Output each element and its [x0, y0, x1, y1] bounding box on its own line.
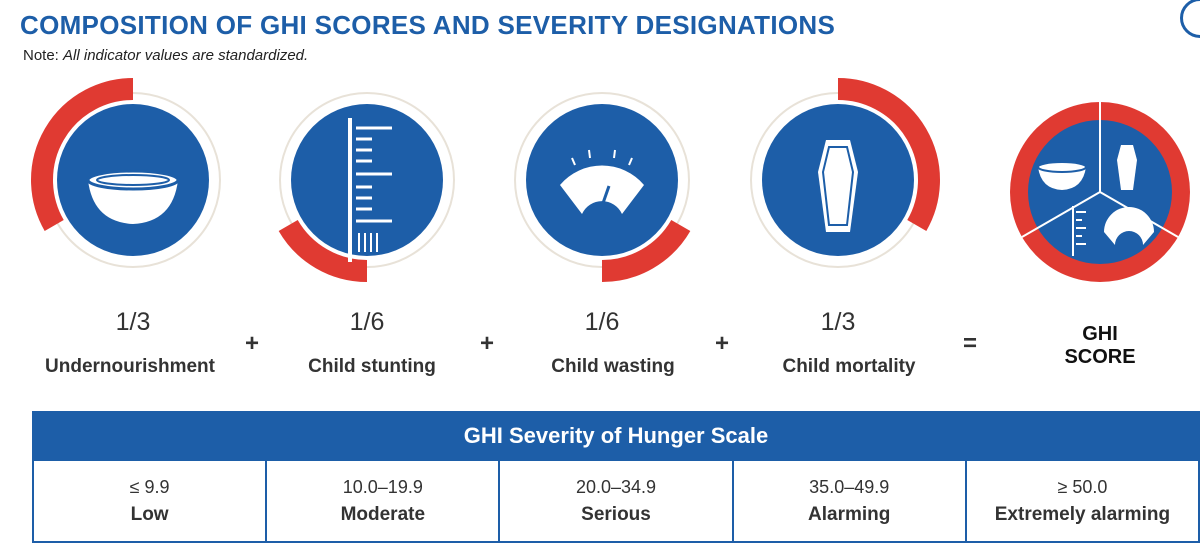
severity-range: ≥ 50.0 — [1057, 476, 1108, 497]
severity-scale-title: GHI Severity of Hunger Scale — [32, 411, 1200, 461]
severity-label: Low — [130, 503, 169, 525]
severity-level-serious: 20.0–34.9 Serious — [498, 461, 731, 541]
severity-range: 10.0–19.9 — [342, 476, 423, 497]
measuring-ruler-icon — [348, 118, 392, 262]
note-label: Note: — [23, 47, 59, 64]
severity-level-low: ≤ 9.9 Low — [34, 461, 265, 541]
label-child-mortality: Child mortality — [782, 356, 916, 377]
mini-scale-icon — [1104, 207, 1154, 245]
fraction-child-stunting: 1/6 — [349, 308, 385, 336]
indicator-child-stunting — [278, 92, 455, 282]
page-title: COMPOSITION OF GHI SCORES AND SEVERITY D… — [20, 10, 836, 40]
fraction-child-mortality: 1/3 — [820, 308, 856, 336]
plus-operator: + — [244, 330, 259, 357]
severity-level-alarming: 35.0–49.9 Alarming — [731, 461, 965, 541]
note: Note: All indicator values are standardi… — [23, 47, 308, 64]
severity-scale-table: ≤ 9.9 Low 10.0–19.9 Moderate 20.0–34.9 S… — [32, 461, 1200, 543]
bowl-icon — [86, 169, 180, 224]
ghi-score-line2: SCORE — [1064, 346, 1136, 368]
weight-arc-child-mortality — [837, 78, 940, 231]
note-text: All indicator values are standardized. — [63, 47, 309, 64]
ghi-score-line1: GHI — [1082, 323, 1118, 345]
weight-arc-child-wasting — [601, 219, 691, 282]
fraction-undernourishment: 1/3 — [115, 308, 151, 336]
severity-level-moderate: 10.0–19.9 Moderate — [265, 461, 498, 541]
equals-operator: = — [962, 330, 977, 357]
ghi-score-graphic — [1010, 102, 1190, 282]
mini-coffin-icon — [1117, 145, 1137, 190]
label-child-stunting: Child stunting — [308, 356, 436, 377]
indicator-undernourishment — [31, 78, 221, 268]
weighing-scale-icon — [560, 149, 644, 214]
severity-range: 35.0–49.9 — [809, 476, 890, 497]
fraction-child-wasting: 1/6 — [584, 308, 620, 336]
ghi-score-label: GHI SCORE — [1040, 323, 1160, 369]
weight-arc-child-stunting — [278, 219, 368, 282]
severity-range: 20.0–34.9 — [575, 476, 657, 497]
severity-label: Alarming — [808, 503, 891, 525]
severity-label: Moderate — [340, 503, 426, 525]
coffin-icon — [818, 140, 858, 232]
severity-level-extremely-alarming: ≥ 50.0 Extremely alarming — [964, 461, 1198, 541]
indicator-child-wasting — [514, 92, 691, 282]
mini-bowl-icon — [1037, 161, 1087, 190]
plus-operator: + — [714, 330, 729, 357]
weight-arc-undernourishment — [31, 78, 134, 231]
indicator-child-mortality — [750, 78, 940, 268]
label-child-wasting: Child wasting — [551, 356, 675, 377]
label-undernourishment: Undernourishment — [45, 356, 215, 377]
mini-ruler-icon — [1072, 206, 1086, 256]
severity-label: Serious — [581, 503, 651, 525]
indicator-diagram — [31, 78, 1190, 282]
plus-operator: + — [479, 330, 494, 357]
severity-range: ≤ 9.9 — [129, 476, 170, 497]
severity-label: Extremely alarming — [994, 503, 1171, 525]
